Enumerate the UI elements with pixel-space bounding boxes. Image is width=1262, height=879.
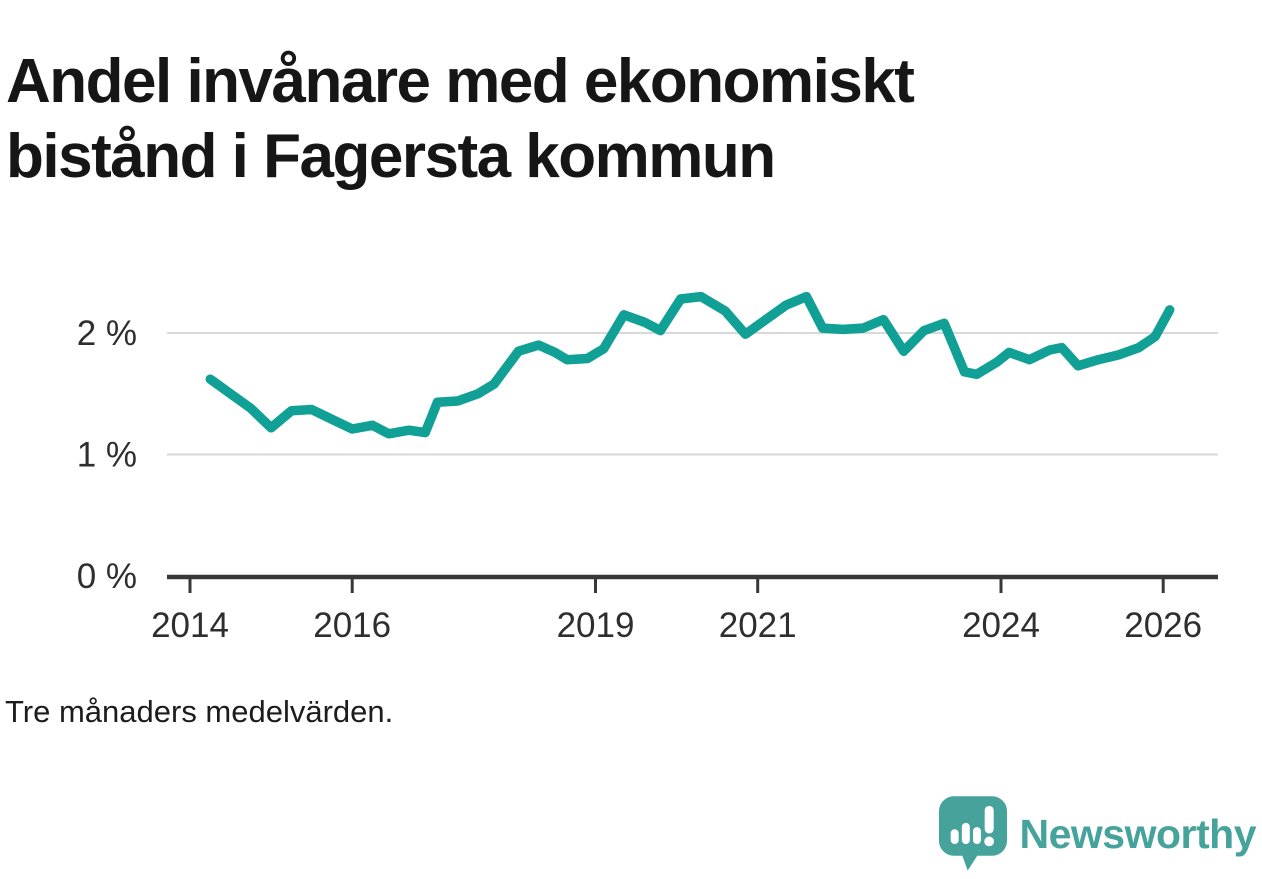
newsworthy-logo-icon [938,796,1007,871]
y-tick-label: 1 % [77,436,137,475]
x-tick-label: 2016 [313,606,391,645]
bar-icon-2 [961,822,970,845]
chart-footnote: Tre månaders medelvärden. [5,694,394,729]
x-tick-label: 2014 [151,606,229,645]
page-title: Andel invånare med ekonomiskt bistånd i … [6,46,915,191]
x-tick-label: 2026 [1124,606,1202,645]
newsworthy-brand: Newsworthy [938,796,1257,873]
exclamation-icon-bar [984,805,994,834]
y-tick-label: 0 % [77,557,137,596]
bar-icon-1 [950,829,959,845]
y-tick-label: 2 % [77,314,137,353]
x-tick-label: 2024 [962,606,1040,645]
exclamation-icon-dot [983,836,994,847]
newsworthy-wordmark: Newsworthy [1019,811,1257,857]
x-tick-label: 2019 [557,606,635,645]
x-tick-label: 2021 [719,606,797,645]
data-line [205,291,1175,439]
bar-icon-3 [972,827,981,845]
